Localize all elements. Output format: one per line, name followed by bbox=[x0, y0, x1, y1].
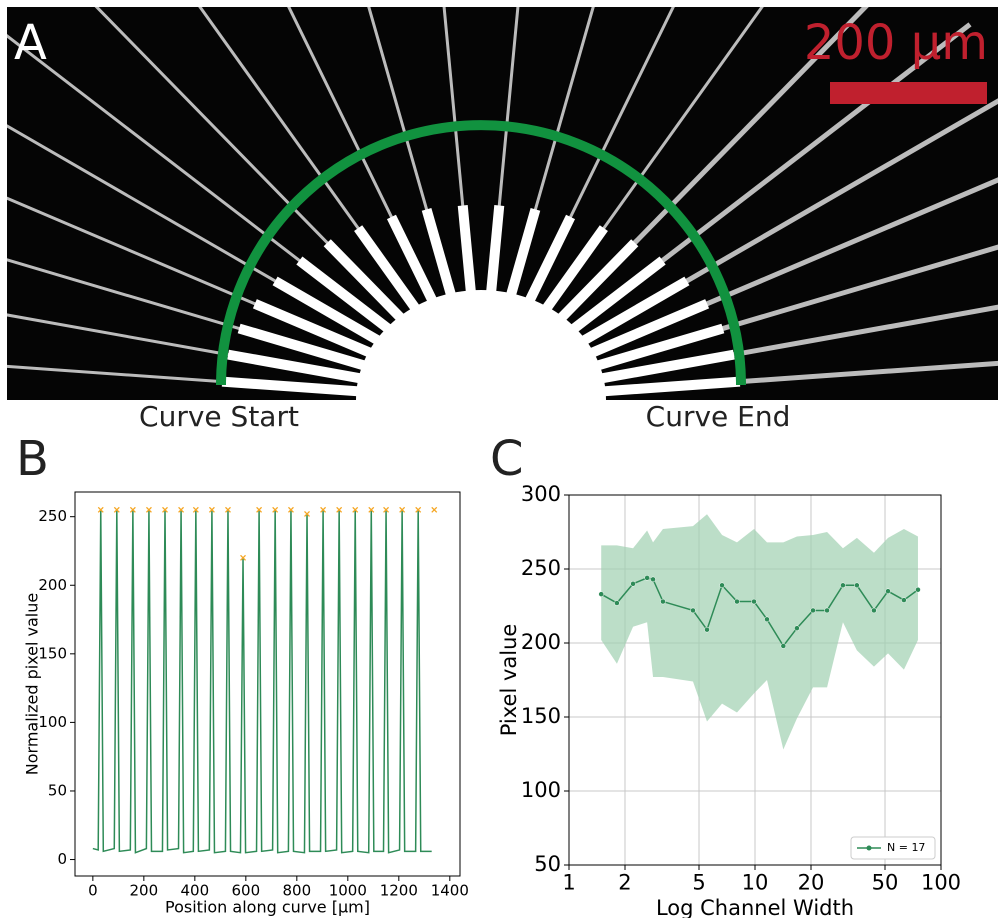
point bbox=[751, 598, 757, 605]
x-axis-label: Position along curve [μm] bbox=[165, 898, 370, 917]
point bbox=[885, 588, 891, 594]
curve-end-label: Curve End bbox=[646, 400, 791, 433]
legend-label: N = 17 bbox=[887, 841, 925, 854]
x-tick-label: 0 bbox=[88, 882, 98, 900]
peak-marker bbox=[368, 506, 375, 513]
point bbox=[780, 643, 787, 649]
peak-marker bbox=[336, 506, 343, 513]
peak-marker bbox=[162, 506, 168, 513]
point bbox=[840, 582, 846, 589]
point bbox=[871, 607, 877, 614]
point bbox=[734, 598, 740, 605]
x-tick-label: 10 bbox=[742, 871, 769, 895]
peak-marker bbox=[178, 506, 185, 513]
scale-label: 200 μm bbox=[804, 15, 988, 71]
peak-marker bbox=[208, 506, 215, 513]
x-tick-label: 800 bbox=[283, 882, 312, 900]
y-tick-label: 250 bbox=[38, 507, 67, 525]
x-tick-label: 1 bbox=[562, 871, 575, 895]
point bbox=[598, 591, 604, 597]
peak-marker bbox=[97, 506, 104, 513]
peak-marker bbox=[145, 506, 152, 513]
peak-marker bbox=[272, 506, 279, 513]
point bbox=[650, 576, 656, 583]
panel-label: C bbox=[490, 431, 524, 487]
x-axis-label: Log Channel Width bbox=[656, 896, 854, 918]
y-tick-label: 50 bbox=[48, 781, 67, 799]
point bbox=[644, 575, 650, 581]
y-tick-label: 100 bbox=[521, 778, 561, 802]
y-tick-label: 100 bbox=[38, 713, 67, 731]
y-tick-label: 200 bbox=[38, 576, 67, 594]
x-tick-label: 400 bbox=[181, 882, 210, 900]
x-tick-label: 1400 bbox=[431, 882, 469, 900]
x-tick-label: 1200 bbox=[380, 882, 418, 900]
y-tick-label: 250 bbox=[521, 556, 561, 580]
x-tick-label: 2 bbox=[618, 871, 631, 895]
y-tick-label: 300 bbox=[521, 482, 561, 506]
point bbox=[764, 616, 770, 623]
micrograph bbox=[7, 7, 998, 400]
hub bbox=[356, 290, 606, 400]
band bbox=[601, 514, 918, 750]
x-tick-label: 200 bbox=[130, 882, 159, 900]
peak-marker bbox=[287, 506, 294, 513]
y-tick-label: 200 bbox=[521, 630, 561, 654]
panel-label: B bbox=[16, 431, 49, 487]
peak-marker bbox=[304, 510, 310, 517]
peak-marker bbox=[431, 506, 438, 513]
legend-box bbox=[850, 836, 936, 860]
curve-start-label: Curve Start bbox=[139, 400, 299, 433]
peak-marker bbox=[129, 506, 136, 513]
axes-frame bbox=[74, 491, 461, 877]
x-tick-label: 100 bbox=[921, 871, 961, 895]
y-axis-label: Pixel value bbox=[497, 624, 521, 737]
y-axis-label: Normalized pixel value bbox=[23, 593, 42, 775]
y-tick-label: 0 bbox=[57, 850, 67, 868]
point bbox=[719, 582, 725, 589]
line bbox=[600, 577, 919, 648]
axes-frame bbox=[568, 494, 942, 866]
y-tick-label: 150 bbox=[38, 644, 67, 662]
point bbox=[854, 582, 860, 589]
x-tick-label: 20 bbox=[798, 871, 825, 895]
peak-marker bbox=[225, 506, 231, 513]
x-tick-label: 600 bbox=[232, 882, 261, 900]
panel-label: A bbox=[14, 15, 47, 71]
point bbox=[901, 597, 907, 603]
point bbox=[704, 626, 710, 633]
point bbox=[614, 600, 620, 606]
x-tick-label: 5 bbox=[692, 871, 705, 895]
x-tick-label: 50 bbox=[872, 871, 899, 895]
peak-marker bbox=[192, 506, 199, 513]
point bbox=[794, 625, 800, 631]
point bbox=[690, 607, 696, 614]
scale-bar bbox=[830, 82, 987, 104]
legend-swatch bbox=[866, 845, 872, 851]
peak-marker bbox=[113, 506, 120, 513]
point bbox=[824, 607, 830, 614]
peak-marker bbox=[320, 506, 327, 513]
peak-marker bbox=[383, 506, 390, 513]
peak-marker bbox=[415, 506, 422, 513]
point bbox=[660, 598, 666, 605]
peak-marker bbox=[352, 506, 359, 513]
point bbox=[810, 607, 816, 614]
curve bbox=[216, 120, 746, 386]
line bbox=[92, 509, 432, 854]
x-tick-label: 1000 bbox=[329, 882, 367, 900]
point bbox=[915, 586, 921, 593]
y-tick-label: 150 bbox=[521, 704, 561, 728]
point bbox=[630, 581, 636, 587]
peak-marker bbox=[399, 506, 406, 513]
peak-marker bbox=[256, 506, 263, 513]
y-tick-label: 50 bbox=[534, 852, 561, 876]
peak-marker bbox=[240, 554, 246, 561]
